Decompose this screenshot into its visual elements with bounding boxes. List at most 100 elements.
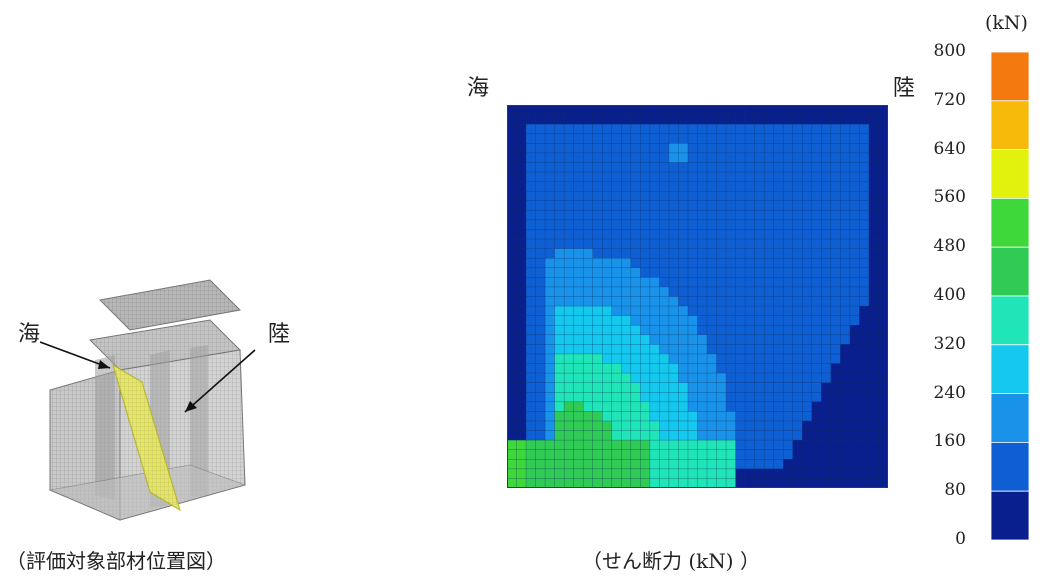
contour-cell xyxy=(821,411,832,422)
contour-cell xyxy=(507,133,517,144)
contour-cell xyxy=(840,420,851,431)
contour-cell xyxy=(621,267,632,278)
contour-cell xyxy=(716,306,727,316)
contour-cell xyxy=(735,459,746,470)
contour-cell xyxy=(687,229,698,240)
contour-cell xyxy=(716,353,727,364)
contour-cell xyxy=(668,353,679,364)
contour-cell xyxy=(830,258,841,269)
contour-cell xyxy=(535,114,546,125)
contour-cell xyxy=(573,392,584,403)
contour-cell xyxy=(697,325,708,336)
contour-cell xyxy=(554,229,565,240)
contour-cell xyxy=(878,286,888,297)
contour-cell xyxy=(859,382,870,393)
contour-cell xyxy=(507,478,517,488)
contour-cell xyxy=(507,181,517,192)
contour-cell xyxy=(849,258,860,269)
contour-cell xyxy=(745,267,755,278)
contour-cell xyxy=(507,200,517,211)
contour-cell xyxy=(802,114,813,125)
contour-cell xyxy=(564,440,574,450)
shear-force-contour xyxy=(507,105,888,488)
contour-cell xyxy=(507,315,517,326)
contour-cell xyxy=(716,373,727,383)
contour-cell xyxy=(678,229,689,240)
contour-cell xyxy=(592,315,603,326)
contour-cell xyxy=(707,420,717,431)
contour-cell xyxy=(526,401,536,412)
contour-cell xyxy=(526,315,536,326)
contour-cell xyxy=(773,143,784,154)
contour-cell xyxy=(621,210,632,221)
contour-cell xyxy=(859,200,870,211)
contour-cell xyxy=(735,219,746,230)
contour-cell xyxy=(840,239,851,249)
contour-cell xyxy=(792,219,803,230)
contour-cell xyxy=(545,401,555,412)
contour-cell xyxy=(764,296,774,307)
contour-cell xyxy=(697,219,708,230)
contour-cell xyxy=(821,133,832,144)
colorbar-tick-label: 160 xyxy=(933,431,966,452)
contour-cell xyxy=(878,124,888,135)
contour-cell xyxy=(868,411,879,422)
contour-cell xyxy=(564,420,574,431)
contour-cell xyxy=(868,325,879,336)
contour-cell xyxy=(659,353,670,364)
contour-cell xyxy=(707,162,717,173)
contour-cell xyxy=(773,325,784,336)
contour-cell xyxy=(859,363,870,374)
contour-cell xyxy=(507,152,517,163)
contour-cell xyxy=(573,105,584,115)
contour-cell xyxy=(640,468,651,479)
contour-cell xyxy=(802,181,813,192)
contour-cell xyxy=(545,392,555,403)
contour-cell xyxy=(773,420,784,431)
contour-cell xyxy=(878,191,888,202)
contour-cell xyxy=(687,219,698,230)
contour-cell xyxy=(745,152,755,163)
contour-cell xyxy=(830,401,841,412)
contour-cell xyxy=(554,411,565,422)
contour-cell xyxy=(611,411,622,422)
contour-cell xyxy=(687,373,698,383)
contour-cell xyxy=(830,430,841,441)
contour-cell xyxy=(583,478,594,488)
contour-cell xyxy=(792,392,803,403)
contour-cell xyxy=(726,344,736,355)
contour-cell xyxy=(764,468,774,479)
contour-cell xyxy=(621,114,632,125)
contour-cell xyxy=(821,468,832,479)
contour-cell xyxy=(602,296,613,307)
contour-cell xyxy=(516,353,527,364)
contour-cell xyxy=(545,459,555,470)
contour-cell xyxy=(602,363,613,374)
contour-cell xyxy=(621,449,632,460)
contour-cell xyxy=(802,258,813,269)
contour-cell xyxy=(621,181,632,192)
contour-cell xyxy=(564,468,574,479)
contour-cell xyxy=(611,373,622,383)
colorbar-segment xyxy=(991,52,1030,102)
contour-cell xyxy=(659,306,670,316)
contour-cell xyxy=(859,296,870,307)
contour-cell xyxy=(621,468,632,479)
contour-cell xyxy=(659,267,670,278)
contour-cell xyxy=(592,229,603,240)
contour-cell xyxy=(802,468,813,479)
contour-cell xyxy=(792,449,803,460)
contour-cell xyxy=(659,459,670,470)
contour-cell xyxy=(773,468,784,479)
contour-cell xyxy=(507,440,517,450)
contour-cell xyxy=(830,229,841,240)
contour-cell xyxy=(764,344,774,355)
contour-cell xyxy=(726,334,736,345)
contour-cell xyxy=(697,181,708,192)
contour-cell xyxy=(516,239,527,249)
contour-cell xyxy=(507,210,517,221)
contour-cell xyxy=(678,277,689,288)
contour-cell xyxy=(764,114,774,125)
contour-cell xyxy=(630,459,641,470)
contour-cell xyxy=(878,105,888,115)
